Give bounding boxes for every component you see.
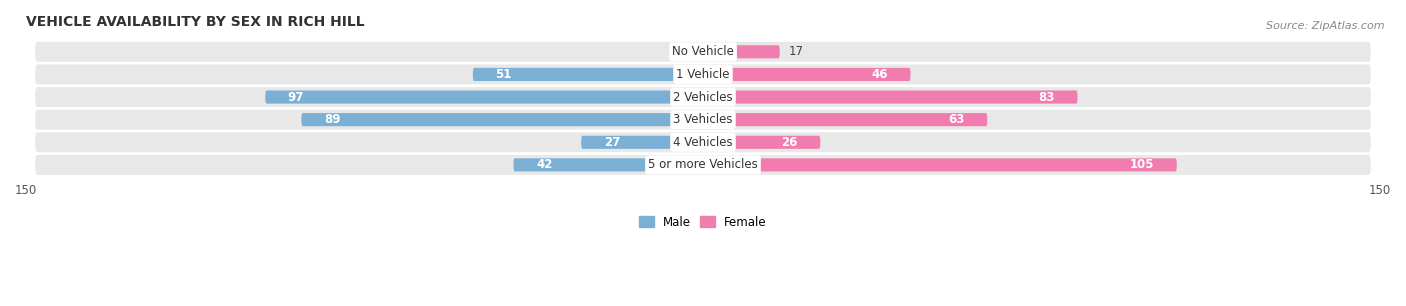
FancyBboxPatch shape — [703, 113, 987, 126]
Text: 97: 97 — [288, 91, 304, 103]
Text: 17: 17 — [789, 45, 804, 58]
Text: No Vehicle: No Vehicle — [672, 45, 734, 58]
Text: 1 Vehicle: 1 Vehicle — [676, 68, 730, 81]
FancyBboxPatch shape — [703, 91, 1077, 104]
Text: 4 Vehicles: 4 Vehicles — [673, 136, 733, 149]
FancyBboxPatch shape — [301, 113, 703, 126]
FancyBboxPatch shape — [35, 42, 1371, 62]
FancyBboxPatch shape — [703, 68, 911, 81]
FancyBboxPatch shape — [513, 158, 703, 171]
Text: 5 or more Vehicles: 5 or more Vehicles — [648, 159, 758, 171]
Text: 26: 26 — [782, 136, 797, 149]
FancyBboxPatch shape — [35, 132, 1371, 152]
Text: 27: 27 — [603, 136, 620, 149]
Text: 51: 51 — [495, 68, 512, 81]
FancyBboxPatch shape — [35, 65, 1371, 84]
FancyBboxPatch shape — [685, 45, 703, 58]
Text: 46: 46 — [872, 68, 889, 81]
FancyBboxPatch shape — [703, 45, 780, 58]
FancyBboxPatch shape — [35, 110, 1371, 130]
Legend: Male, Female: Male, Female — [634, 211, 772, 233]
Text: 89: 89 — [323, 113, 340, 126]
Text: 63: 63 — [949, 113, 965, 126]
FancyBboxPatch shape — [266, 91, 703, 104]
Text: VEHICLE AVAILABILITY BY SEX IN RICH HILL: VEHICLE AVAILABILITY BY SEX IN RICH HILL — [27, 15, 364, 29]
FancyBboxPatch shape — [703, 158, 1177, 171]
Text: Source: ZipAtlas.com: Source: ZipAtlas.com — [1267, 21, 1385, 32]
Text: 42: 42 — [536, 159, 553, 171]
Text: 2 Vehicles: 2 Vehicles — [673, 91, 733, 103]
FancyBboxPatch shape — [703, 136, 820, 149]
FancyBboxPatch shape — [35, 87, 1371, 107]
FancyBboxPatch shape — [581, 136, 703, 149]
Text: 4: 4 — [668, 45, 676, 58]
FancyBboxPatch shape — [472, 68, 703, 81]
Text: 3 Vehicles: 3 Vehicles — [673, 113, 733, 126]
Text: 83: 83 — [1039, 91, 1054, 103]
FancyBboxPatch shape — [35, 155, 1371, 175]
Text: 105: 105 — [1130, 159, 1154, 171]
